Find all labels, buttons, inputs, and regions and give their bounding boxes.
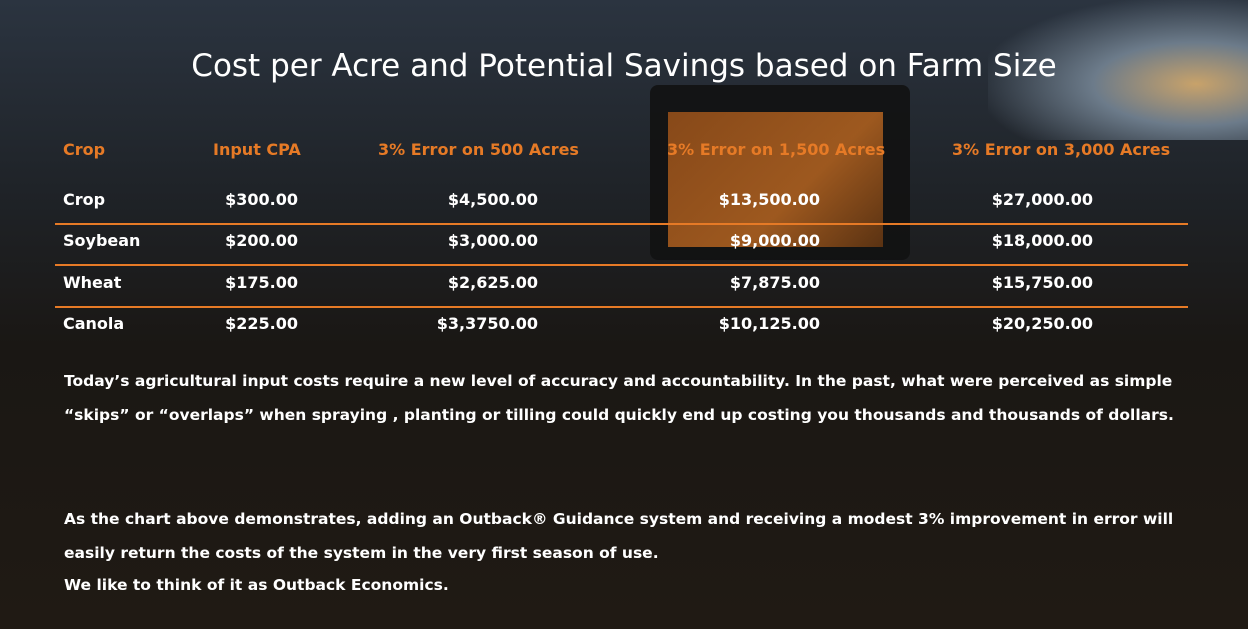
- paragraph: As the chart above demonstrates, adding …: [64, 502, 1174, 570]
- table-cell: $7,875.00: [730, 273, 820, 292]
- table-cell: $15,750.00: [992, 273, 1093, 292]
- table-cell: $9,000.00: [730, 231, 820, 250]
- background-screen-display: [668, 112, 883, 247]
- title: Cost per Acre and Potential Savings base…: [0, 48, 1248, 84]
- paragraph: We like to think of it as Outback Econom…: [64, 568, 1174, 602]
- row-label: Canola: [63, 314, 124, 333]
- column-header: Input CPA: [213, 140, 301, 159]
- row-label: Crop: [63, 190, 105, 209]
- table-cell: $200.00: [225, 231, 298, 250]
- row-label: Wheat: [63, 273, 121, 292]
- table-cell: $3,000.00: [448, 231, 538, 250]
- table-cell: $13,500.00: [719, 190, 820, 209]
- table-cell: $2,625.00: [448, 273, 538, 292]
- column-header: 3% Error on 500 Acres: [378, 140, 579, 159]
- table-cell: $300.00: [225, 190, 298, 209]
- page: Cost per Acre and Potential Savings base…: [0, 0, 1248, 629]
- row-separator: [55, 306, 1188, 308]
- column-header: Crop: [63, 140, 105, 159]
- row-label: Soybean: [63, 231, 140, 250]
- column-header: 3% Error on 1,500 Acres: [667, 140, 885, 159]
- table-cell: $175.00: [225, 273, 298, 292]
- table-cell: $20,250.00: [992, 314, 1093, 333]
- table-cell: $225.00: [225, 314, 298, 333]
- table-cell: $10,125.00: [719, 314, 820, 333]
- table-cell: $4,500.00: [448, 190, 538, 209]
- row-separator: [55, 264, 1188, 266]
- table-cell: $3,3750.00: [437, 314, 538, 333]
- table-cell: $27,000.00: [992, 190, 1093, 209]
- row-separator: [55, 223, 1188, 225]
- table-cell: $18,000.00: [992, 231, 1093, 250]
- column-header: 3% Error on 3,000 Acres: [952, 140, 1170, 159]
- paragraph: Today’s agricultural input costs require…: [64, 364, 1174, 432]
